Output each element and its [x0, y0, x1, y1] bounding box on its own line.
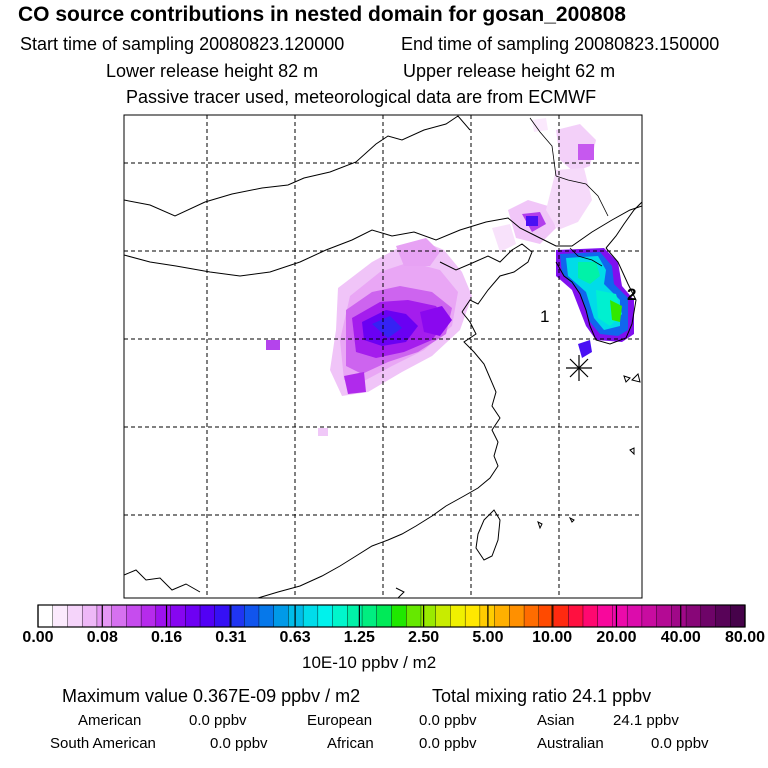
colorbar-swatch — [96, 604, 113, 628]
colorbar-swatch — [347, 604, 363, 628]
upper-release-text: Upper release height 62 m — [403, 61, 616, 81]
colorbar-tick-label: 40.00 — [660, 629, 701, 646]
end-time-text: End time of sampling 20080823.150000 — [401, 34, 720, 54]
colorbar-swatch — [538, 604, 555, 628]
colorbar-swatch — [185, 604, 201, 628]
colorbar-swatch — [244, 604, 260, 628]
colorbar-swatch — [450, 604, 466, 628]
colorbar-units: 10E-10 ppbv / m2 — [302, 653, 437, 672]
colorbar-swatch — [641, 604, 658, 628]
colorbar-swatch — [258, 604, 275, 628]
colorbar-swatch — [111, 604, 127, 628]
colorbar-swatch — [81, 604, 98, 628]
region-value: 0.0 ppbv — [210, 735, 268, 752]
region-name: Asian — [537, 712, 575, 729]
region-value: 0.0 ppbv — [189, 712, 247, 729]
receptor-asterisk-icon — [566, 355, 592, 381]
colorbar-swatch — [523, 604, 540, 628]
map-label-2: 2 — [627, 285, 636, 304]
colorbar-swatch — [332, 604, 348, 628]
maximum-value-text: Maximum value 0.367E-09 ppbv / m2 — [62, 686, 361, 706]
colorbar-tick-label: 0.00 — [22, 629, 54, 646]
colorbar-swatch — [317, 604, 334, 628]
colorbar-swatch — [494, 604, 510, 628]
map-label-1: 1 — [540, 307, 549, 326]
colorbar-swatch — [406, 604, 422, 628]
colorbar-swatch — [155, 604, 172, 628]
colorbar-tick-label: 0.08 — [86, 629, 118, 646]
colorbar-swatch — [582, 604, 599, 628]
colorbar-swatch — [302, 604, 319, 628]
colorbar-swatch — [464, 604, 481, 628]
colorbar-swatch — [685, 604, 702, 628]
colorbar-swatch — [288, 604, 304, 628]
colorbar-swatch — [199, 604, 216, 628]
colorbar-tick-label: 10.00 — [532, 629, 573, 646]
colorbar-swatch — [214, 604, 230, 628]
region-name: European — [307, 712, 373, 729]
figure-title: CO source contributions in nested domain… — [18, 3, 626, 26]
colorbar-swatch — [597, 604, 613, 628]
colorbar-swatch — [361, 604, 378, 628]
region-value: 0.0 ppbv — [419, 712, 477, 729]
colorbar-swatch — [126, 604, 142, 628]
coastlines — [124, 115, 642, 598]
region-name: American — [78, 712, 142, 729]
colorbar-swatch — [700, 604, 717, 628]
colorbar-swatch — [67, 604, 83, 628]
colorbar-swatch — [715, 604, 731, 628]
colorbar-tick-label: 0.31 — [215, 629, 247, 646]
colorbar-tick-label: 0.63 — [279, 629, 311, 646]
colorbar-tick-label: 0.16 — [150, 629, 183, 646]
colorbar-swatch — [391, 604, 407, 628]
colorbar-swatch — [435, 604, 451, 628]
map-border — [123, 114, 643, 599]
colorbar-tick-label: 80.00 — [724, 629, 766, 646]
colorbar-swatch — [612, 604, 628, 628]
colorbar-tick-label: 5.00 — [472, 629, 504, 646]
total-mixing-ratio-text: Total mixing ratio 24.1 ppbv — [432, 686, 652, 706]
colorbar-swatch — [229, 604, 245, 628]
colorbar-swatch — [376, 604, 392, 628]
colorbar-swatch — [656, 604, 672, 628]
region-name: South American — [50, 735, 156, 752]
colorbar-tick-label: 20.00 — [596, 629, 637, 646]
colorbar-swatch — [170, 604, 186, 628]
region-value: 24.1 ppbv — [613, 712, 679, 729]
colorbar-tick-label: 1.25 — [343, 629, 375, 646]
colorbar-swatch — [553, 604, 569, 628]
region-value: 0.0 ppbv — [651, 735, 709, 752]
colorbar-swatch — [671, 604, 687, 628]
colorbar-swatch — [52, 604, 68, 628]
colorbar-swatch — [140, 604, 157, 628]
border-lines — [529, 117, 609, 267]
colorbar-swatch — [730, 604, 746, 628]
tracer-note-text: Passive tracer used, meteorological data… — [126, 87, 597, 107]
region-name: African — [327, 735, 374, 752]
region-name: Australian — [537, 735, 604, 752]
concentration-field — [266, 118, 634, 436]
colorbar-swatch — [568, 604, 584, 628]
start-time-text: Start time of sampling 20080823.120000 — [20, 34, 345, 54]
colorbar-swatch — [273, 604, 289, 628]
colorbar-tick-label: 2.50 — [408, 629, 440, 646]
lower-release-text: Lower release height 82 m — [106, 61, 319, 81]
colorbar-border — [37, 604, 746, 628]
region-value: 0.0 ppbv — [419, 735, 477, 752]
lat-lon-grid — [124, 115, 642, 598]
colorbar-swatch — [626, 604, 643, 628]
colorbar-swatch — [37, 604, 54, 628]
colorbar-swatch — [509, 604, 525, 628]
